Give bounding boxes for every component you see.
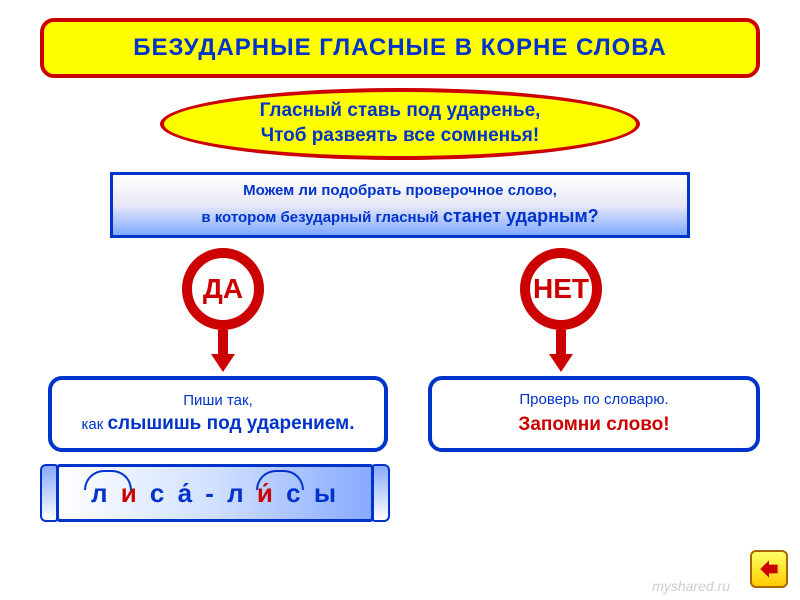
question-line1: Можем ли подобрать проверочное слово, <box>243 180 557 203</box>
no-result-line1: Проверь по словарю. <box>519 389 668 412</box>
yes-result-box: Пиши так, как слышишь под ударением. <box>48 376 388 452</box>
title-banner: БЕЗУДАРНЫЕ ГЛАСНЫЕ В КОРНЕ СЛОВА <box>40 18 760 78</box>
subtitle-oval: Гласный ставь под ударенье, Чтоб развеят… <box>160 88 640 160</box>
subtitle-line1: Гласный ставь под ударенье, <box>260 99 541 124</box>
no-circle: НЕТ <box>520 248 602 330</box>
no-label: НЕТ <box>533 273 589 305</box>
return-button[interactable] <box>750 550 788 588</box>
no-result-box: Проверь по словарю. Запомни слово! <box>428 376 760 452</box>
arrow-no <box>549 330 573 372</box>
yes-result-line2: как слышишь под ударением. <box>81 411 354 438</box>
arrow-yes <box>211 330 235 372</box>
scroll-end-right <box>372 464 390 522</box>
yes-label: ДА <box>203 273 243 305</box>
title-text: БЕЗУДАРНЫЕ ГЛАСНЫЕ В КОРНЕ СЛОВА <box>133 34 667 62</box>
subtitle-line2: Чтоб развеять все сомненья! <box>261 124 539 149</box>
yes-result-line1: Пиши так, <box>183 390 253 411</box>
question-line2: в котором безударный гласный станет удар… <box>201 203 598 230</box>
return-arrow-icon <box>756 556 782 582</box>
watermark: myshared.ru <box>652 578 730 594</box>
question-box: Можем ли подобрать проверочное слово, в … <box>110 172 690 238</box>
no-result-line2: Запомни слово! <box>518 411 669 440</box>
yes-circle: ДА <box>182 248 264 330</box>
